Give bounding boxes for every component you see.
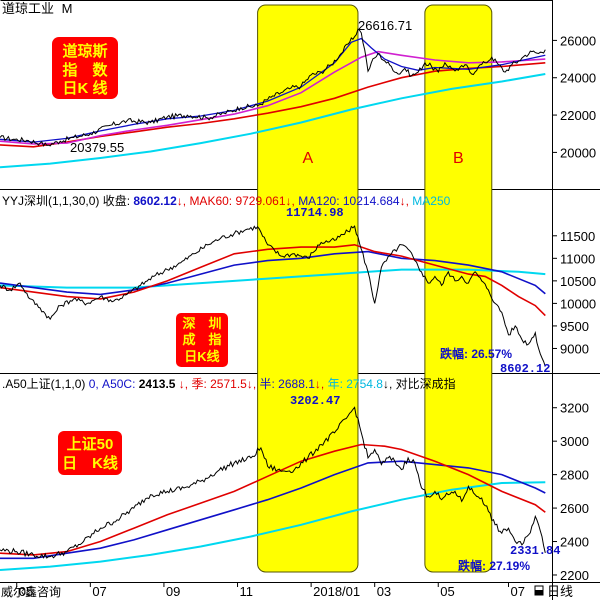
dow-ma250-line — [0, 73, 546, 169]
szse-badge-bg — [176, 313, 228, 367]
x-tick-labels: 05 07 09 11 2018/01 03 05 07 — [16, 582, 525, 599]
sse50-ytick-label: 2200 — [560, 568, 589, 583]
header-segment: 半: 2688.1 — [260, 377, 316, 391]
x-tick-label: 07 — [511, 584, 525, 599]
dow-ma60-line — [0, 50, 546, 145]
sse50-price-line — [0, 406, 546, 559]
header-segment: ↓, 对比深成指 — [383, 376, 456, 391]
sse50-panel — [0, 406, 546, 571]
header-segment: MA120: 10214.684 — [298, 194, 400, 208]
sse50-last-label: 2331.84 — [510, 544, 560, 558]
sse50-ytick-label: 3000 — [560, 434, 589, 449]
sse50-ytick-label: 2400 — [560, 535, 589, 550]
szse-ytick-label: 11000 — [560, 251, 595, 266]
szse-badge: 深 圳 成 指 日K线 — [176, 313, 228, 367]
header-segment: 年: 2754.8 — [328, 377, 384, 391]
sse50-badge-line-1: 上证50 — [67, 435, 114, 453]
period-icon-fill — [535, 590, 543, 595]
highlight-zone-a — [257, 4, 359, 573]
dow-ytick-label: 20000 — [560, 145, 596, 160]
szse-header: YYJ深圳(1,1,30,0) 收盘: 8602.12↓, MAK60: 972… — [2, 193, 451, 208]
header-segment: ↓, — [400, 194, 413, 208]
highlight-label-a: A — [302, 150, 313, 167]
szse-ytick-label: 10000 — [560, 296, 596, 311]
sse50-ytick-label: 2800 — [560, 468, 589, 483]
sse50-ma120-line — [0, 460, 546, 560]
dow-ytick-label: 26000 — [560, 33, 596, 48]
source-label: 威尔鑫咨询 — [1, 584, 61, 599]
header-segment: ↓, — [177, 194, 190, 208]
sse50-drop-label: 跌幅: 27.19% — [458, 558, 530, 573]
highlight-zone-b — [424, 4, 493, 573]
dow-low-label: 20379.55 — [70, 140, 124, 155]
sse50-badge-line-2: 日 K线 — [62, 454, 118, 472]
x-tick-label: 11 — [240, 584, 254, 599]
szse-price-line — [0, 225, 546, 367]
szse-ytick-label: 9000 — [560, 341, 589, 356]
dow-badge: 道琼斯 指 数 日K 线 — [52, 37, 118, 99]
sse50-header: .A50上证(1,1,0) 0, A50C: 2413.5 ↓, 季: 2571… — [2, 376, 456, 391]
szse-badge-line-2: 成 指 — [182, 332, 221, 347]
header-segment: 0 — [89, 377, 96, 391]
sse50-badge-bg — [58, 431, 122, 475]
szse-badge-line-3: 日K线 — [184, 349, 219, 364]
dow-badge-bg — [52, 37, 118, 99]
x-tick-label: 07 — [92, 584, 106, 599]
dow-header-title: 道琼工业 — [2, 1, 54, 16]
szse-badge-line-1: 深 圳 — [182, 316, 221, 331]
szse-high-label: 11714.98 — [286, 206, 344, 220]
dow-badge-line-3: 日K 线 — [62, 79, 107, 97]
sse50-ytick-label: 2600 — [560, 501, 589, 516]
sse50-high-label: 3202.47 — [290, 394, 340, 408]
szse-panel — [0, 225, 546, 367]
header-segment: ↓, — [315, 377, 328, 391]
dow-header-suffix: M — [62, 1, 73, 16]
header-segment: ↓, — [286, 194, 299, 208]
header-segment: 季: 2571.5 — [191, 377, 247, 391]
x-tick-label: 09 — [166, 584, 180, 599]
x-tick-label: 05 — [19, 584, 33, 599]
header-segment: MAK60: 9729.061 — [189, 194, 285, 208]
sse50-badge: 上证50 日 K线 — [58, 431, 122, 475]
szse-ma60-line — [0, 243, 546, 317]
header-segment: 2413.5 — [139, 377, 176, 391]
header-segment: , A50C: — [95, 377, 138, 391]
x-tick-label: 03 — [377, 584, 391, 599]
dow-panel — [0, 27, 546, 169]
dow-ytick-label: 24000 — [560, 71, 596, 86]
header-segment: ↓, — [247, 377, 260, 391]
szse-ytick-label: 11500 — [560, 229, 595, 244]
szse-ytick-label: 9500 — [560, 319, 589, 334]
dow-high-label: 26616.71 — [358, 18, 412, 33]
header-segment: MA250 — [412, 194, 450, 208]
dow-badge-line-2: 指 数 — [62, 61, 108, 79]
szse-ytick-label: 10500 — [560, 274, 596, 289]
szse-ma120-line — [0, 250, 546, 296]
dow-price-line — [0, 27, 546, 147]
dow-ytick-label: 22000 — [560, 108, 596, 123]
y-tick-labels: 26000 24000 22000 20000 11500 11000 10500 10000… — [552, 33, 596, 583]
dow-header: 道琼工业 M — [2, 1, 72, 16]
x-tick-label: 2018/01 — [313, 584, 360, 599]
sse50-ma250-line — [0, 481, 546, 571]
dow-badge-line-1: 道琼斯 — [62, 42, 107, 60]
highlight-label-b: B — [453, 150, 464, 167]
header-segment: ↓, — [175, 377, 191, 391]
period-label: 日线 — [547, 584, 573, 599]
szse-drop-label: 跌幅: 26.57% — [440, 346, 512, 361]
szse-last-label: 8602.12 — [500, 362, 550, 376]
header-segment: YYJ深圳(1,1,30,0) 收盘: — [2, 193, 133, 208]
dow-ma20-line — [0, 37, 546, 143]
sse50-ytick-label: 3200 — [560, 401, 589, 416]
header-segment: .A50上证(1,1,0) — [2, 377, 89, 391]
x-tick-label: 05 — [440, 584, 454, 599]
sse50-ma60-line — [0, 443, 546, 556]
header-segment: 8602.12 — [133, 194, 177, 208]
